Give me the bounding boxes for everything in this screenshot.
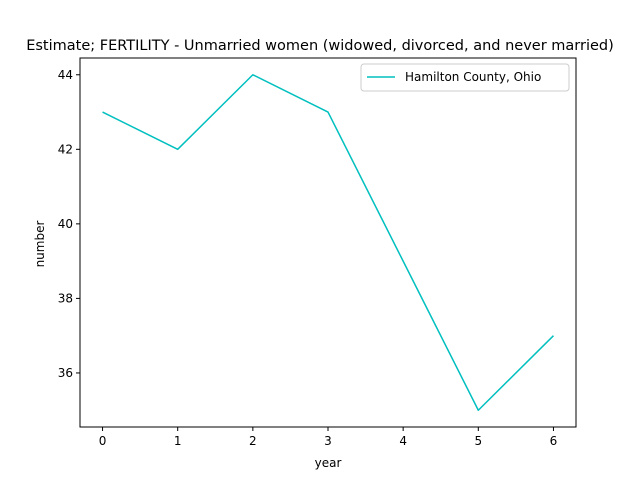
chart-title: Estimate; FERTILITY - Unmarried women (w…: [26, 38, 614, 54]
x-axis: 0 1 2 3 4 5 6: [99, 427, 558, 448]
series-layer: [102, 74, 554, 411]
x-tick-label: 3: [324, 434, 332, 448]
x-axis-label: year: [315, 456, 342, 470]
y-tick-label: 36: [58, 366, 73, 380]
legend-label: Hamilton County, Ohio: [405, 70, 541, 84]
x-tick-label: 2: [249, 434, 257, 448]
x-tick-label: 0: [99, 434, 107, 448]
y-axis-label: number: [33, 221, 47, 268]
y-axis: 36 38 40 42 44: [58, 68, 80, 380]
y-tick-label: 44: [58, 68, 73, 82]
x-tick-label: 4: [399, 434, 407, 448]
x-tick-label: 1: [174, 434, 182, 448]
y-tick-label: 40: [58, 217, 73, 231]
legend-box: [360, 63, 570, 92]
x-tick-label: 6: [550, 434, 558, 448]
y-tick-label: 38: [58, 291, 73, 305]
series-line-0: [102, 74, 554, 411]
y-tick-label: 42: [58, 142, 73, 156]
x-tick-label: 5: [474, 434, 482, 448]
legend: Hamilton County, Ohio: [360, 63, 570, 92]
